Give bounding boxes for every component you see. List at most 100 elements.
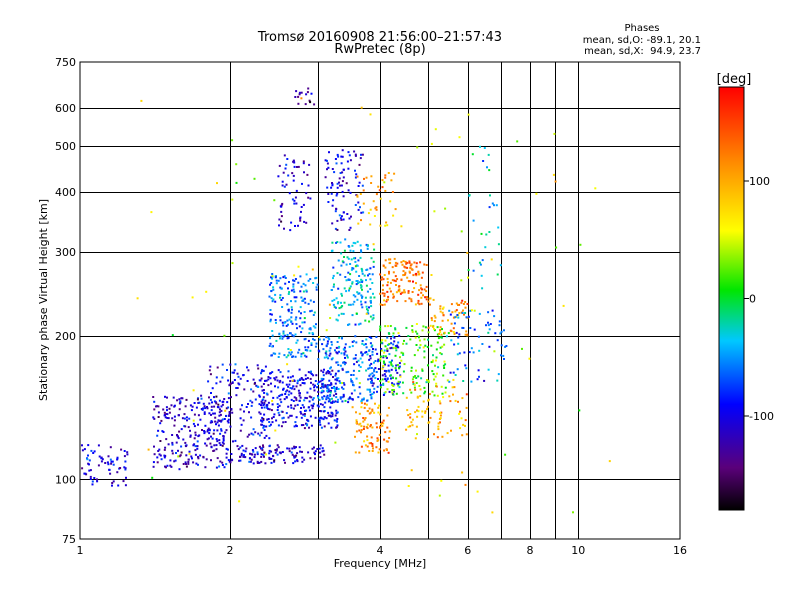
data-point [307,346,310,349]
data-point [190,455,193,458]
data-point [291,453,294,456]
data-point [297,95,300,98]
data-point [375,446,378,449]
data-point [385,370,388,372]
data-point [375,208,378,211]
data-point [417,302,420,305]
data-point [276,403,279,406]
data-point [152,465,155,468]
data-point [442,364,445,367]
data-point [365,426,368,428]
data-point [407,425,410,428]
data-point [312,325,315,328]
data-point [327,193,330,195]
data-point [457,316,460,319]
data-point [89,475,92,478]
data-point [222,442,225,445]
data-point [327,201,330,203]
data-point [156,456,159,459]
data-point [394,208,397,211]
data-point [225,429,228,432]
data-point [300,331,303,334]
data-point [338,350,340,353]
data-point [302,160,305,163]
data-point [489,323,492,325]
data-point [359,366,362,368]
data-point [262,369,265,372]
data-point [326,159,328,162]
data-point [496,339,499,342]
data-point [579,243,582,246]
data-point [309,278,312,281]
data-point [176,399,179,402]
data-point [340,306,343,309]
data-point [415,265,418,268]
data-point [270,354,273,357]
data-point [359,422,362,425]
data-point [228,412,231,415]
data-point [287,354,290,357]
data-point [355,419,358,422]
data-point [153,453,156,456]
data-point [357,323,360,326]
data-point [298,392,301,395]
data-point [321,379,324,382]
data-point [381,378,384,381]
data-point [206,429,209,432]
y-tick-label: 300 [55,246,76,259]
data-point [311,398,314,401]
data-point [185,454,188,457]
data-point [296,452,299,455]
data-point [275,449,278,452]
data-point [297,281,300,284]
data-point [382,384,385,386]
data-point [383,292,386,295]
data-point [344,238,347,241]
data-point [187,426,190,429]
data-point [378,448,381,451]
data-point [283,321,286,324]
data-point [348,287,351,290]
data-point [383,181,386,184]
data-point [361,354,364,357]
data-point [294,278,297,280]
data-point [256,460,259,463]
data-point [277,424,280,427]
data-point [383,303,386,306]
data-point [323,356,326,359]
data-point [231,459,234,462]
data-point [340,292,343,295]
data-point [200,397,203,400]
data-point [521,347,523,350]
data-point [383,349,386,352]
data-point [294,225,296,227]
data-point [273,413,276,416]
data-point [366,268,369,271]
data-point [366,388,369,391]
data-point [376,385,379,388]
data-point [407,414,410,417]
data-point [402,352,405,355]
data-point [336,182,339,185]
data-point [416,415,419,418]
data-point [171,449,174,452]
data-point [269,423,272,426]
data-point [201,408,204,411]
data-point [197,463,199,466]
data-point [294,355,297,358]
data-point [420,296,423,299]
data-point [369,355,372,357]
data-point [380,423,382,425]
data-point [122,480,125,483]
data-point [344,343,347,346]
data-point [398,362,401,365]
data-point [360,211,363,214]
data-point [360,249,362,252]
data-point [373,387,376,390]
data-point [372,391,375,394]
data-point [472,219,475,222]
data-point [290,316,293,319]
data-point [460,230,463,233]
data-point [297,379,300,382]
data-point [427,300,430,303]
